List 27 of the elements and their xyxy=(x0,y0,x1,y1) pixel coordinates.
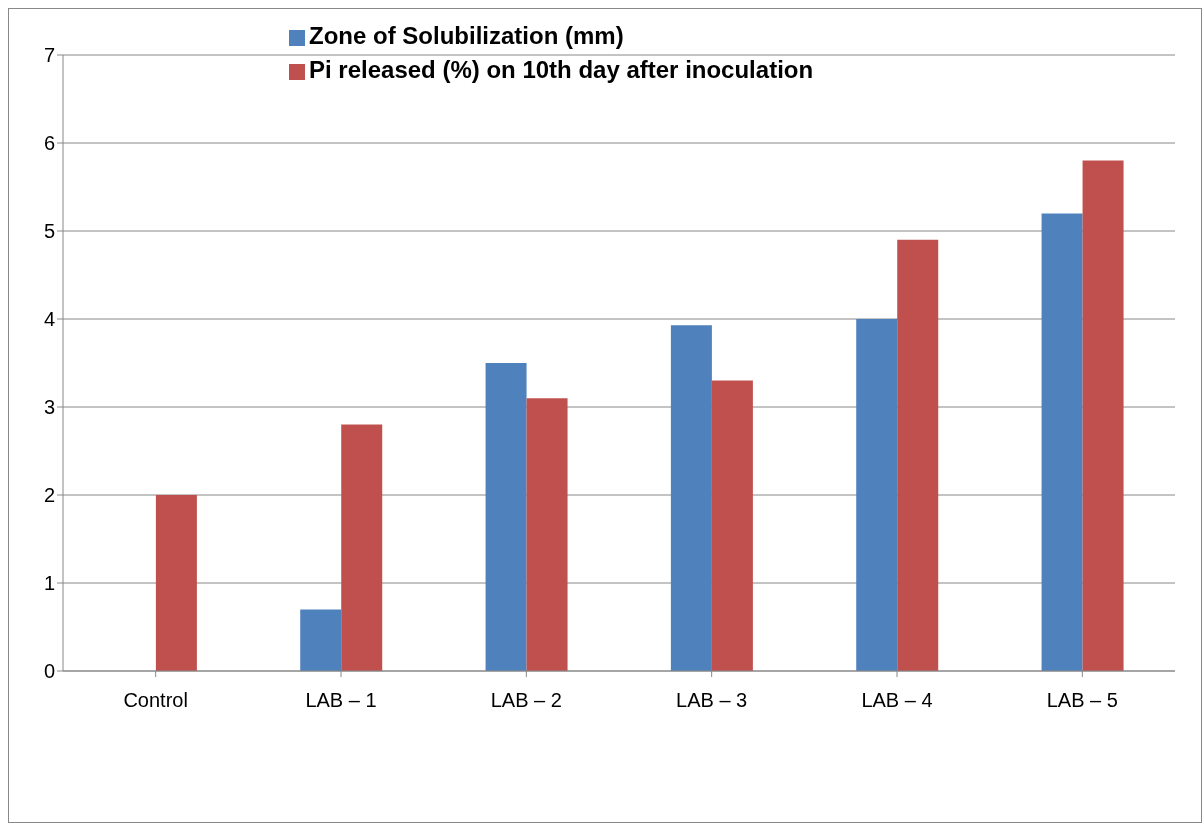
y-tick-label: 2 xyxy=(43,484,55,507)
bar xyxy=(485,363,527,671)
bar xyxy=(897,239,939,671)
bar xyxy=(341,424,383,671)
legend-label: Pi released (%) on 10th day after inoculation xyxy=(309,56,814,83)
x-tick-label: LAB – 2 xyxy=(490,689,562,712)
y-tick-label: 1 xyxy=(43,572,55,595)
x-tick-label: LAB – 4 xyxy=(861,689,933,712)
bar xyxy=(711,380,753,671)
bar xyxy=(1082,160,1124,671)
legend-label: Zone of Solubilization (mm) xyxy=(309,22,624,49)
y-tick-label: 6 xyxy=(43,132,55,155)
x-tick-label: LAB – 3 xyxy=(676,689,748,712)
bar xyxy=(1041,213,1083,671)
x-tick-label: Control xyxy=(123,689,188,712)
bar xyxy=(670,325,712,671)
x-tick-label: LAB – 5 xyxy=(1046,689,1118,712)
y-tick-label: 3 xyxy=(43,396,55,419)
y-tick-label: 0 xyxy=(43,660,55,683)
x-tick-label: LAB – 1 xyxy=(305,689,377,712)
y-tick-label: 4 xyxy=(43,308,55,331)
y-tick-label: 5 xyxy=(43,220,55,243)
bar xyxy=(526,398,568,671)
bar xyxy=(155,495,197,671)
y-tick-label: 7 xyxy=(43,44,55,67)
bar xyxy=(856,319,898,671)
bar xyxy=(300,609,342,671)
